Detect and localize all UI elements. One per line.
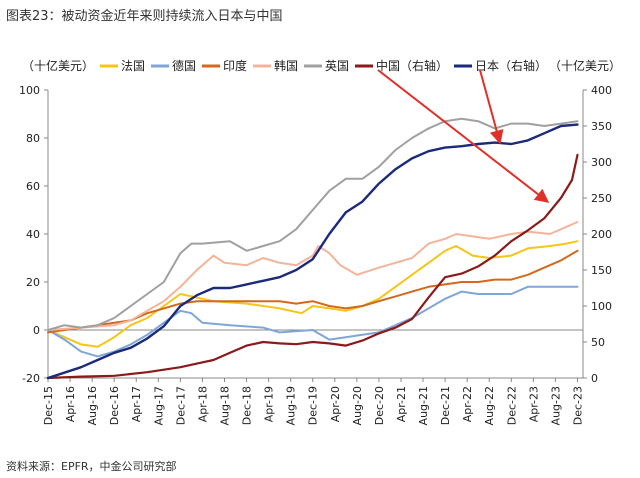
legend-entry: 韩国	[274, 58, 298, 73]
series-layer	[46, 117, 579, 380]
x-tick-label: Apr-19	[263, 386, 276, 422]
legend-entry: 德国	[172, 58, 196, 73]
x-tick-label: Aug-23	[549, 386, 562, 425]
x-tick-label: Apr-17	[130, 386, 143, 422]
right-tick-label: 0	[591, 372, 598, 385]
x-tick-label: Aug-21	[417, 386, 430, 425]
left-tick-label: 20	[26, 276, 40, 289]
right-tick-label: 150	[591, 264, 612, 277]
x-tick-label: Apr-21	[395, 386, 408, 422]
legend: （十亿美元） 法国 德国 印度 韩国 英国 中国（右轴） 日本（右轴） （十亿美元）	[22, 58, 621, 73]
x-tick-label: Dec-21	[439, 386, 452, 425]
left-tick-label: 80	[26, 132, 40, 145]
x-tick-label: Dec-16	[108, 386, 121, 425]
x-tick-label: Dec-19	[307, 386, 320, 425]
legend-entry: 中国（右轴）	[376, 58, 448, 73]
legend-left-unit: （十亿美元）	[22, 58, 94, 73]
x-tick-label: Dec-15	[42, 386, 55, 425]
annotation-arrows	[377, 69, 550, 203]
legend-entry: 英国	[325, 59, 349, 73]
series-line-英国	[47, 117, 579, 331]
right-tick-label: 50	[591, 336, 605, 349]
x-tick-label: Dec-23	[571, 386, 584, 425]
series-line-韩国	[47, 221, 579, 331]
x-tick-label: Apr-23	[527, 386, 540, 422]
source-note: 资料来源：EPFR，中金公司研究部	[6, 460, 177, 473]
left-tick-label: 100	[19, 84, 40, 97]
x-tick-label: Aug-16	[86, 386, 99, 425]
left-tick-label: 0	[33, 324, 40, 337]
legend-entry: 日本（右轴）	[475, 58, 547, 73]
arrow-to-japan	[479, 69, 504, 145]
x-tick-label: Aug-19	[285, 386, 298, 425]
x-tick-label: Apr-20	[329, 386, 342, 422]
legend-right-unit: （十亿美元）	[549, 58, 621, 73]
right-tick-label: 100	[591, 300, 612, 313]
series-line-中国（右轴）	[46, 153, 579, 380]
right-tick-label: 350	[591, 120, 612, 133]
x-tick-label: Aug-22	[483, 386, 496, 425]
series-line-印度	[47, 249, 579, 334]
x-tick-label: Aug-18	[218, 386, 231, 425]
x-tick-label: Dec-18	[241, 386, 254, 425]
x-tick-label: Apr-18	[196, 386, 209, 422]
x-tick-label: Apr-22	[461, 386, 474, 422]
x-tick-label: Dec-17	[174, 386, 187, 425]
right-tick-label: 250	[591, 192, 612, 205]
arrow-to-china	[377, 69, 550, 203]
x-tick-label: Dec-22	[505, 386, 518, 425]
figure-title: 图表23：被动资金近年来则持续流入日本与中国	[6, 9, 283, 24]
right-tick-label: 400	[591, 84, 612, 97]
x-tick-label: Aug-17	[152, 386, 165, 425]
x-tick-label: Apr-16	[64, 386, 77, 422]
left-tick-label: 60	[26, 180, 40, 193]
right-tick-label: 300	[591, 156, 612, 169]
x-tick-label: Aug-20	[351, 386, 364, 425]
left-tick-label: -20	[22, 372, 40, 385]
axes: -20 0 20 40 60 80 100 0 50 100 150 200 250 300 350 400 D…	[19, 84, 612, 425]
legend-entry: 印度	[223, 58, 247, 73]
right-tick-label: 200	[591, 228, 612, 241]
legend-entry: 法国	[121, 59, 145, 73]
left-tick-label: 40	[26, 228, 40, 241]
x-tick-label: Dec-20	[373, 386, 386, 425]
series-line-德国	[47, 285, 579, 358]
